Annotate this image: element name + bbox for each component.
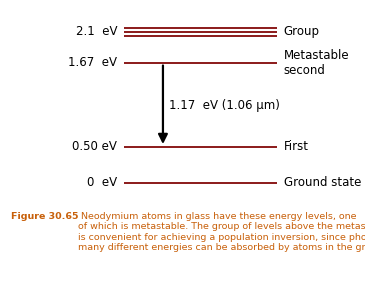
Text: 1.67  eV: 1.67 eV bbox=[68, 56, 117, 69]
Text: 0.50 eV: 0.50 eV bbox=[72, 140, 117, 153]
Text: Ground state: Ground state bbox=[284, 176, 361, 189]
Text: Group: Group bbox=[284, 25, 319, 38]
Text: 0  eV: 0 eV bbox=[87, 176, 117, 189]
Text: Neodymium atoms in glass have these energy levels, one
of which is metastable. T: Neodymium atoms in glass have these ener… bbox=[78, 212, 365, 252]
Text: Metastable
second: Metastable second bbox=[284, 49, 349, 77]
Text: Figure 30.65: Figure 30.65 bbox=[11, 212, 78, 221]
Text: 2.1  eV: 2.1 eV bbox=[76, 25, 117, 38]
Text: First: First bbox=[284, 140, 308, 153]
Text: 1.17  eV (1.06 μm): 1.17 eV (1.06 μm) bbox=[169, 99, 280, 112]
